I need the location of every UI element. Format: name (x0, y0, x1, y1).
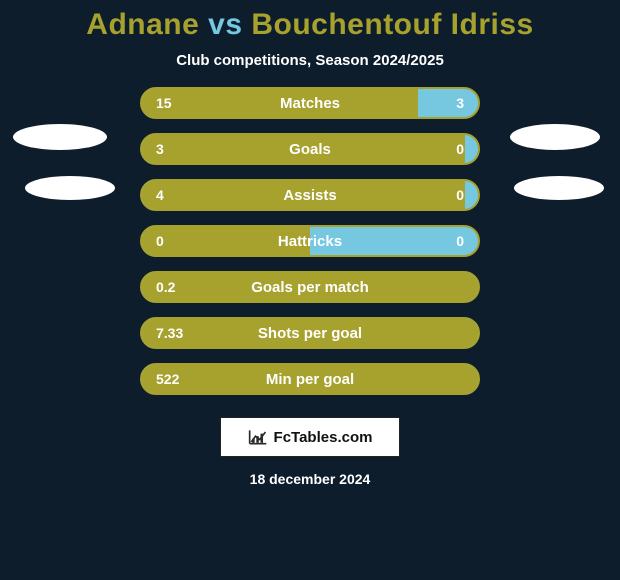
stat-value-right: 3 (456, 95, 464, 111)
stat-row: 4Assists0 (140, 179, 480, 211)
stat-label: Min per goal (142, 371, 478, 388)
stat-label: Goals per match (142, 279, 478, 296)
stat-value-right: 0 (456, 187, 464, 203)
stat-label: Matches (142, 95, 478, 112)
stat-label: Assists (142, 187, 478, 204)
vs-text: vs (208, 8, 242, 41)
stat-row: 0.2Goals per match (140, 271, 480, 303)
team-badge-placeholder (13, 124, 107, 150)
stat-row: 7.33Shots per goal (140, 317, 480, 349)
team-badge-placeholder (25, 176, 115, 200)
stat-row: 522Min per goal (140, 363, 480, 395)
player2-name: Bouchentouf Idriss (251, 8, 533, 41)
chart-icon (248, 428, 268, 446)
team-badge-placeholder (514, 176, 604, 200)
stat-value-right: 0 (456, 233, 464, 249)
player1-name: Adnane (86, 8, 199, 41)
stat-label: Hattricks (142, 233, 478, 250)
stat-value-right: 0 (456, 141, 464, 157)
team-badge-placeholder (510, 124, 600, 150)
stat-label: Shots per goal (142, 325, 478, 342)
comparison-infographic: Adnane vs Bouchentouf Idriss Club compet… (0, 0, 620, 580)
logo-text: FcTables.com (274, 429, 373, 446)
date-text: 18 december 2024 (0, 471, 620, 487)
stat-label: Goals (142, 141, 478, 158)
page-title: Adnane vs Bouchentouf Idriss (0, 8, 620, 42)
stat-row: 0Hattricks0 (140, 225, 480, 257)
subtitle: Club competitions, Season 2024/2025 (0, 52, 620, 69)
stat-row: 15Matches3 (140, 87, 480, 119)
fctables-logo: FcTables.com (220, 417, 400, 457)
stat-row: 3Goals0 (140, 133, 480, 165)
